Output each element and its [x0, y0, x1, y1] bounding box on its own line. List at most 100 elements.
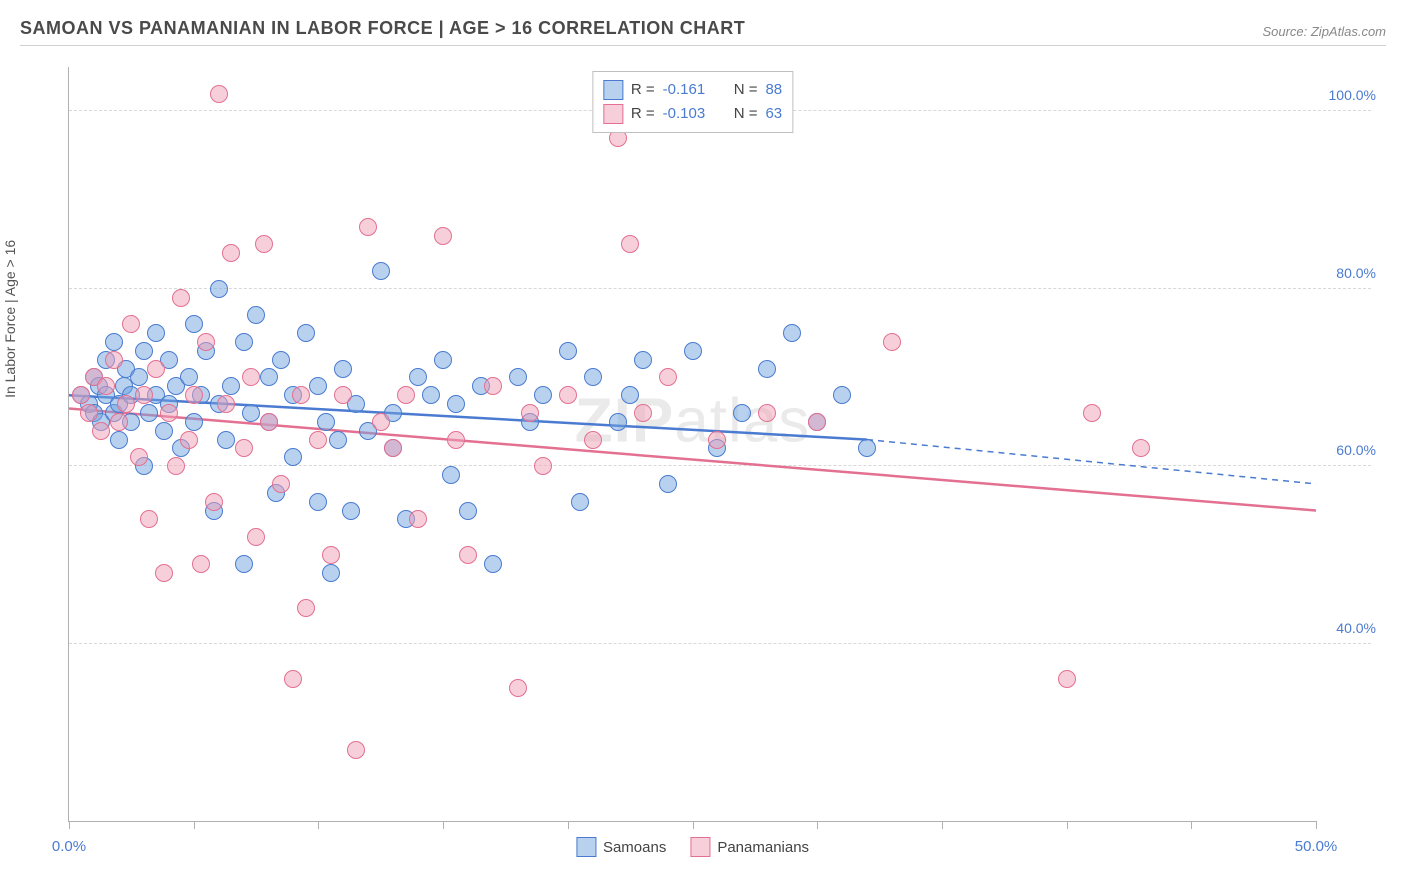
scatter-point [571, 493, 589, 511]
scatter-point [235, 439, 253, 457]
correlation-legend-row: R = -0.103 N = 63 [603, 102, 782, 126]
trendlines [69, 67, 1316, 821]
gridline-h [69, 288, 1371, 289]
series-legend-label: Panamanians [717, 839, 809, 856]
scatter-point [559, 342, 577, 360]
scatter-point [147, 324, 165, 342]
scatter-point [442, 466, 460, 484]
y-tick-label: 40.0% [1336, 620, 1376, 636]
scatter-point [147, 360, 165, 378]
r-label: R = [631, 102, 655, 126]
scatter-point [272, 351, 290, 369]
scatter-point [122, 315, 140, 333]
scatter-point [247, 306, 265, 324]
scatter-point [160, 404, 178, 422]
scatter-point [242, 404, 260, 422]
scatter-point [105, 333, 123, 351]
n-value: 88 [765, 78, 782, 102]
scatter-point [292, 386, 310, 404]
scatter-point [434, 351, 452, 369]
scatter-point [708, 431, 726, 449]
scatter-point [309, 431, 327, 449]
scatter-point [447, 395, 465, 413]
scatter-point [185, 386, 203, 404]
series-legend-label: Samoans [603, 839, 666, 856]
trendline-dashed [867, 440, 1316, 484]
scatter-point [197, 333, 215, 351]
x-tick [568, 821, 569, 829]
x-axis-label: 0.0% [52, 838, 86, 855]
scatter-point [634, 404, 652, 422]
chart-area: In Labor Force | Age > 16 ZIPatlas 40.0%… [20, 55, 1386, 882]
n-label: N = [734, 78, 758, 102]
scatter-point [534, 386, 552, 404]
scatter-point [217, 431, 235, 449]
scatter-point [434, 227, 452, 245]
scatter-point [833, 386, 851, 404]
scatter-point [534, 457, 552, 475]
scatter-point [322, 546, 340, 564]
trendline-solid [69, 409, 1316, 511]
scatter-point [235, 555, 253, 573]
y-tick-label: 100.0% [1329, 87, 1376, 103]
scatter-point [509, 679, 527, 697]
scatter-point [130, 448, 148, 466]
scatter-point [135, 386, 153, 404]
scatter-point [409, 510, 427, 528]
scatter-point [235, 333, 253, 351]
series-legend-item: Samoans [576, 837, 666, 857]
scatter-point [559, 386, 577, 404]
scatter-point [297, 324, 315, 342]
scatter-point [384, 439, 402, 457]
series-legend-item: Panamanians [690, 837, 809, 857]
scatter-point [322, 564, 340, 582]
scatter-point [684, 342, 702, 360]
scatter-point [1132, 439, 1150, 457]
scatter-point [609, 413, 627, 431]
scatter-point [140, 510, 158, 528]
scatter-point [155, 564, 173, 582]
scatter-point [110, 431, 128, 449]
scatter-point [883, 333, 901, 351]
scatter-point [758, 404, 776, 422]
scatter-point [309, 377, 327, 395]
scatter-point [284, 448, 302, 466]
legend-swatch [576, 837, 596, 857]
correlation-legend: R = -0.161 N = 88R = -0.103 N = 63 [592, 71, 793, 133]
x-tick [693, 821, 694, 829]
scatter-point [621, 386, 639, 404]
scatter-point [309, 493, 327, 511]
scatter-point [634, 351, 652, 369]
scatter-point [255, 235, 273, 253]
scatter-point [260, 368, 278, 386]
gridline-h [69, 465, 1371, 466]
scatter-point [621, 235, 639, 253]
scatter-point [130, 368, 148, 386]
scatter-point [185, 413, 203, 431]
scatter-point [317, 413, 335, 431]
scatter-point [272, 475, 290, 493]
x-tick [69, 821, 70, 829]
scatter-point [210, 85, 228, 103]
scatter-point [783, 324, 801, 342]
source-label: Source: ZipAtlas.com [1262, 24, 1386, 39]
x-tick [443, 821, 444, 829]
scatter-point [659, 368, 677, 386]
scatter-point [584, 368, 602, 386]
scatter-point [659, 475, 677, 493]
x-tick [817, 821, 818, 829]
x-tick [318, 821, 319, 829]
scatter-point [422, 386, 440, 404]
scatter-point [97, 377, 115, 395]
scatter-point [447, 431, 465, 449]
scatter-point [135, 342, 153, 360]
legend-swatch [603, 104, 623, 124]
scatter-point [217, 395, 235, 413]
scatter-point [185, 315, 203, 333]
r-value: -0.103 [663, 102, 706, 126]
scatter-point [192, 555, 210, 573]
scatter-point [1083, 404, 1101, 422]
x-tick [194, 821, 195, 829]
scatter-point [509, 368, 527, 386]
scatter-point [584, 431, 602, 449]
